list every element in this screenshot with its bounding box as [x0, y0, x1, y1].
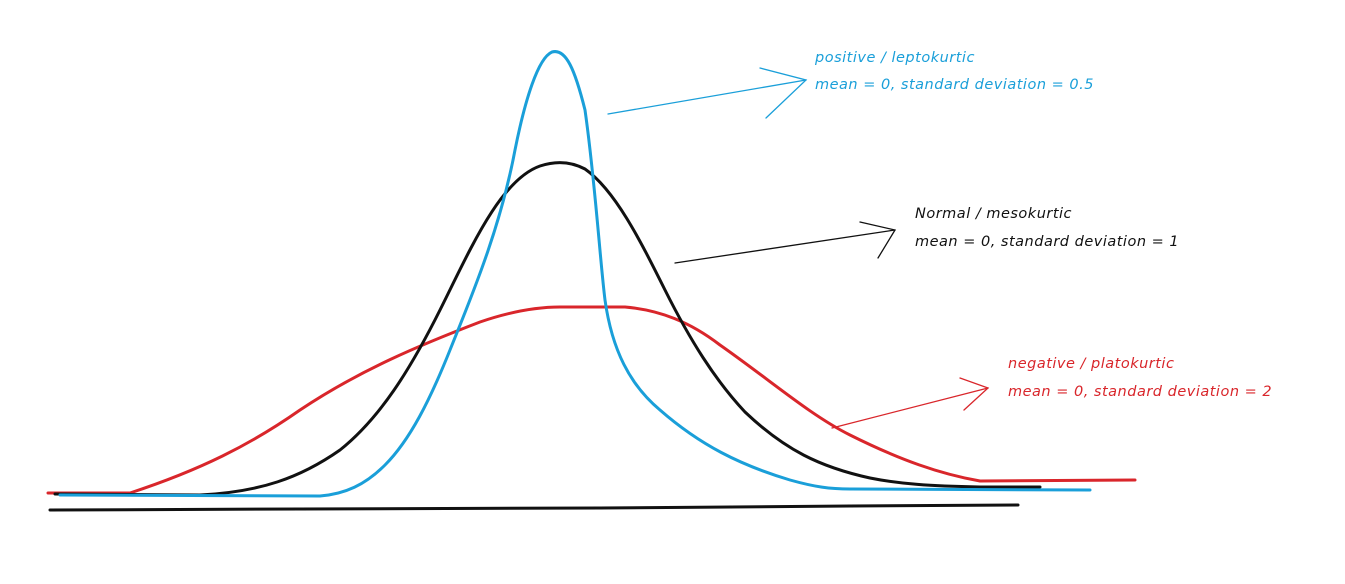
- mesokurtic-curve: [53, 161, 1042, 497]
- mesokurtic-title: Normal / mesokurtic: [915, 206, 1073, 222]
- platykurtic-arrow: [831, 377, 990, 429]
- platykurtic-curve: [46, 305, 1137, 495]
- leptokurtic-arrow: [607, 67, 808, 119]
- mesokurtic-arrow: [674, 221, 897, 264]
- leptokurtic-title: positive / leptokurtic: [815, 50, 975, 66]
- leptokurtic-params: mean = 0, standard deviation = 0.5: [815, 77, 1094, 93]
- platykurtic-title: negative / platokurtic: [1008, 356, 1175, 372]
- leptokurtic-curve: [58, 50, 1092, 498]
- mesokurtic-params: mean = 0, standard deviation = 1: [915, 234, 1180, 250]
- platykurtic-params: mean = 0, standard deviation = 2: [1008, 384, 1273, 400]
- x-axis-line: [48, 503, 1020, 512]
